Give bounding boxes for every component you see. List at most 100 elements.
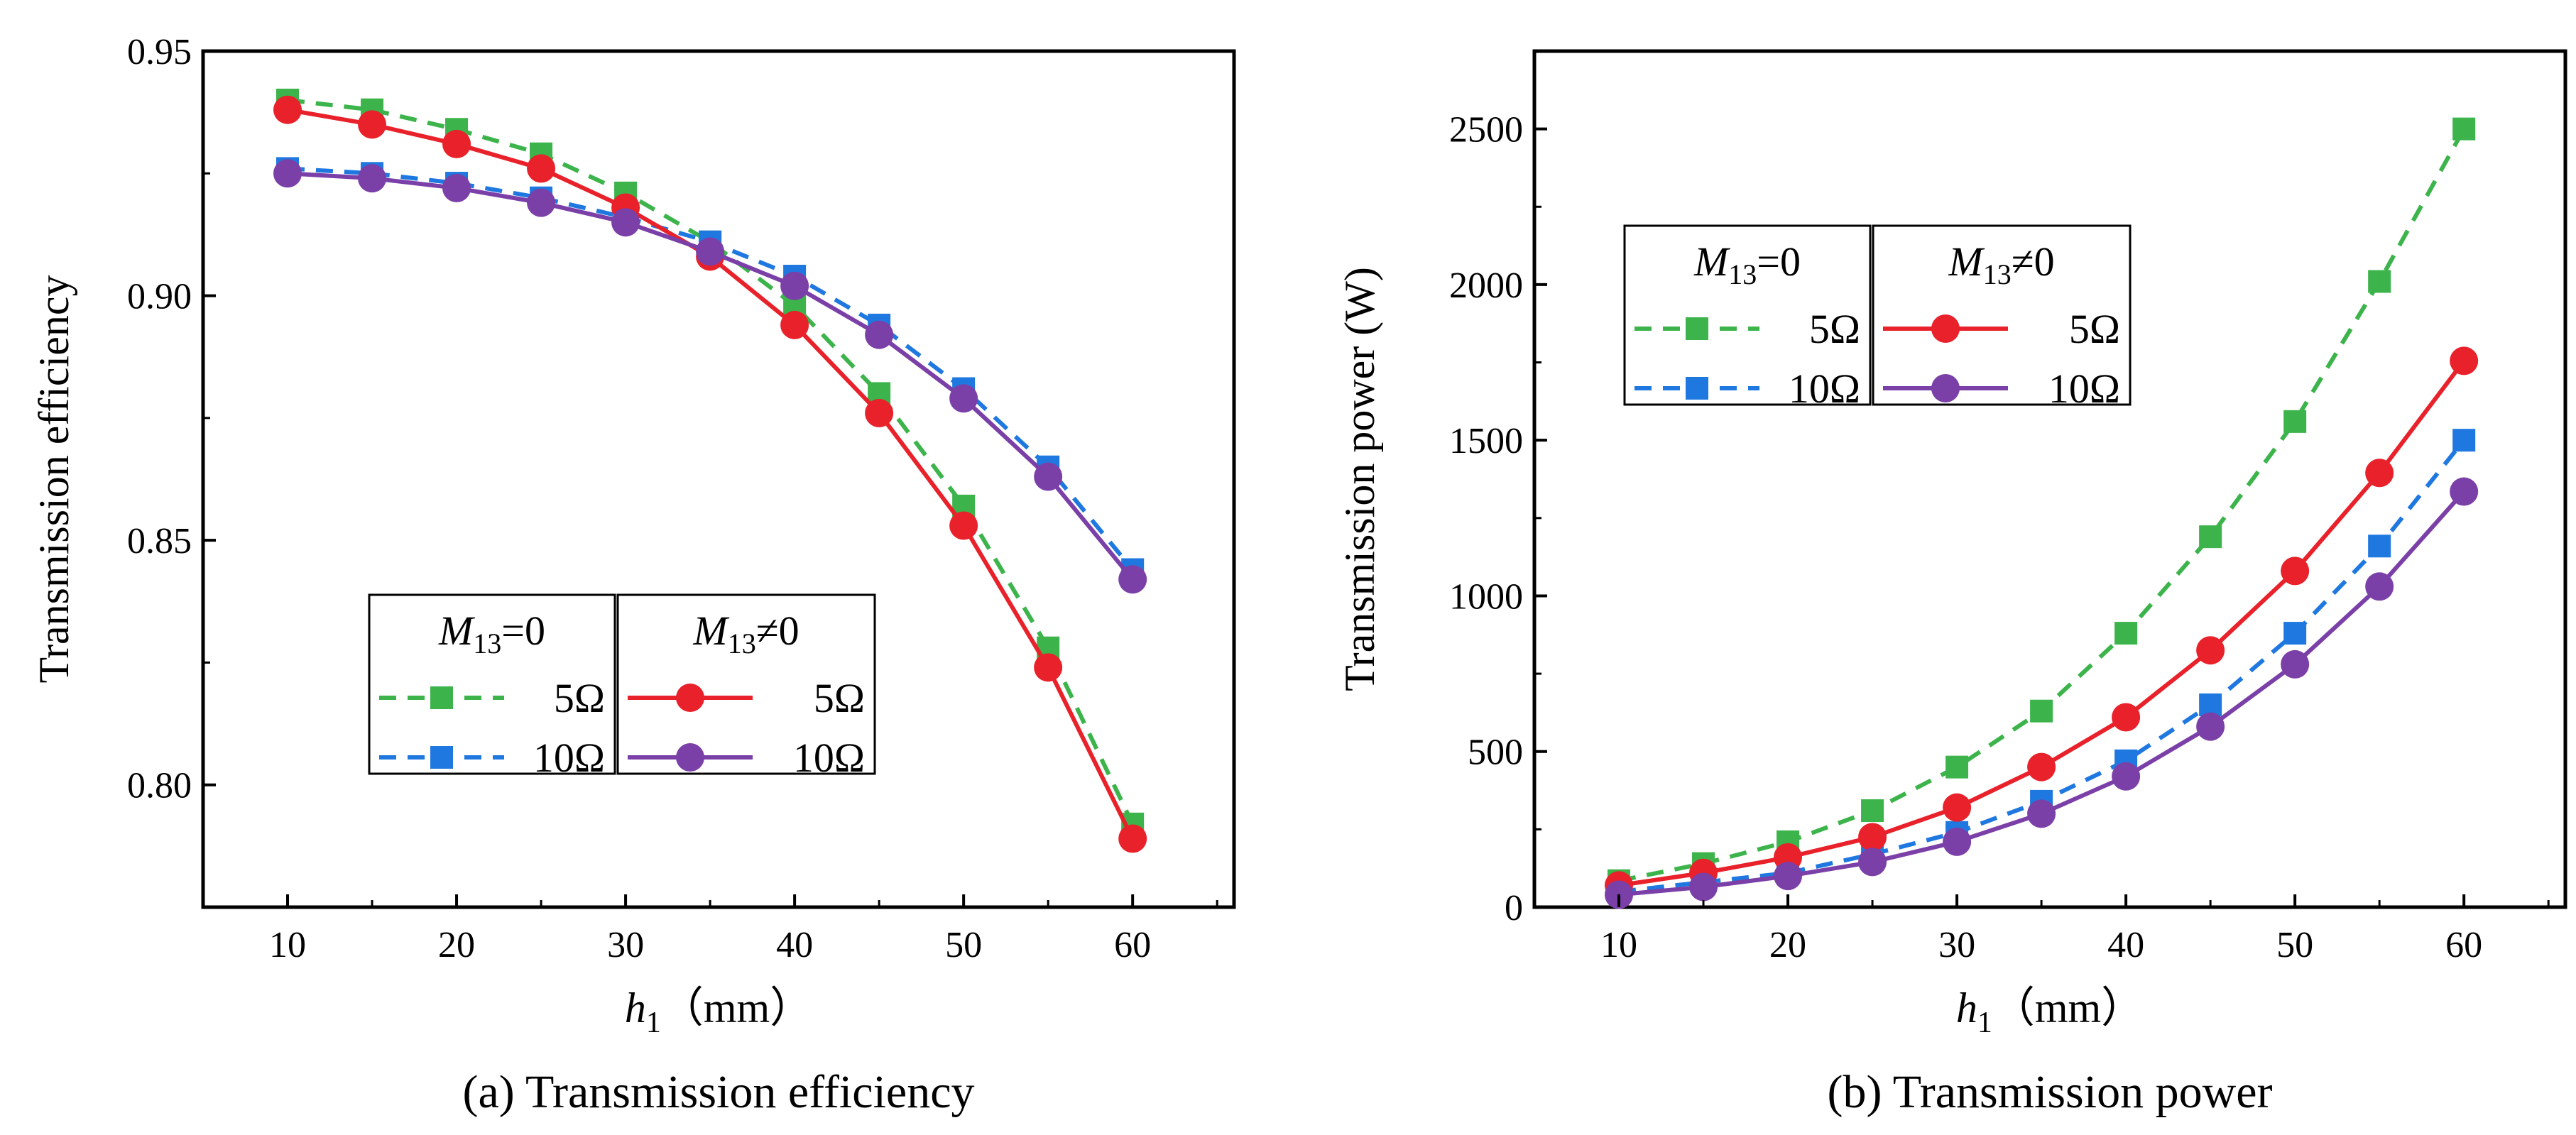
x-tick-label: 30 — [1938, 925, 1975, 965]
legend-entry: 10Ω — [628, 735, 865, 781]
series-3 — [1605, 346, 2479, 900]
data-point — [2196, 712, 2225, 741]
x-tick-label: 50 — [945, 925, 982, 965]
legend-label: 5Ω — [2069, 306, 2120, 352]
plot-frame — [201, 49, 1236, 909]
legend-label: 10Ω — [793, 735, 865, 781]
data-point — [2368, 534, 2391, 558]
data-point — [949, 511, 978, 540]
legend-marker — [676, 684, 704, 712]
x-tick-label: 40 — [776, 925, 813, 965]
x-tick-label: 50 — [2276, 925, 2313, 965]
series-2 — [1608, 429, 2476, 904]
legend-label: 5Ω — [814, 675, 865, 721]
y-tick-label: 2500 — [1449, 110, 1523, 150]
data-point — [865, 320, 894, 349]
data-point — [2452, 429, 2476, 452]
x-axis-title: h1（mm） — [1956, 985, 2144, 1039]
legend-marker — [1686, 317, 1708, 340]
data-point — [2283, 622, 2307, 645]
data-point — [2027, 752, 2056, 782]
legend-marker — [1931, 314, 1960, 343]
x-axis-title: h1（mm） — [625, 985, 812, 1039]
data-point — [527, 188, 556, 217]
data-point — [1861, 799, 1884, 823]
panel-caption: (b) Transmission power — [1827, 1066, 2272, 1118]
series-line — [1618, 490, 2466, 897]
data-point — [527, 154, 556, 183]
data-point — [1034, 653, 1063, 682]
data-point — [2112, 762, 2141, 791]
data-point — [780, 271, 809, 300]
legend-group: M13≠0 5Ω 10Ω — [616, 593, 876, 781]
legend-marker — [1686, 377, 1708, 400]
y-tick-label: 0.85 — [127, 521, 192, 561]
data-point — [2199, 525, 2222, 549]
data-point — [1689, 872, 1718, 901]
legend-box — [616, 593, 876, 775]
x-tick-label: 20 — [1769, 925, 1806, 965]
legend-entry: 5Ω — [1883, 306, 2120, 352]
legend-box — [1872, 224, 2132, 406]
legend-label: 5Ω — [554, 675, 605, 721]
data-point — [696, 237, 725, 266]
legend-marker — [430, 686, 453, 709]
y-axis-title: Transmission efficiency — [31, 275, 77, 684]
legend-group: M13=05Ω 10Ω — [368, 593, 616, 781]
data-point — [273, 159, 302, 188]
legend-group: M13=05Ω 10Ω — [1623, 224, 1872, 412]
chart-panel-efficiency: 0.80 0.85 0.90 0.95 10 20 30 40 50 60 Transmissi… — [31, 32, 1236, 1118]
series-4 — [1605, 477, 2479, 909]
data-point — [1858, 848, 1887, 877]
data-point — [2112, 703, 2141, 732]
legend-entry: 10Ω — [1883, 366, 2120, 412]
chart-panel-power: 0 500 1000 1500 2000 2500 10 20 30 40 50 60 Transm… — [1336, 49, 2567, 1118]
data-point — [2450, 477, 2479, 506]
y-tick-label: 0.90 — [127, 277, 192, 317]
data-point — [2365, 459, 2394, 488]
data-point — [358, 164, 387, 193]
data-point — [2281, 556, 2310, 586]
data-point — [1945, 755, 1969, 779]
legend-label: 10Ω — [533, 735, 605, 781]
data-point — [1858, 823, 1887, 852]
legend-box — [1623, 224, 1872, 406]
y-tick-label: 1500 — [1449, 421, 1523, 461]
y-tick-label: 0 — [1505, 888, 1523, 928]
data-point — [2283, 410, 2307, 433]
x-tick-label: 10 — [1600, 925, 1637, 965]
panel-caption: (a) Transmission efficiency — [462, 1066, 974, 1118]
legend-label: 5Ω — [1809, 306, 1860, 352]
legend-group-title: M13=0 — [1693, 238, 1801, 290]
legend-box — [368, 593, 616, 775]
legend-entry: 5Ω — [379, 675, 605, 721]
x-tick-label: 10 — [269, 925, 306, 965]
legend-label: 10Ω — [2048, 366, 2120, 412]
data-point — [780, 310, 809, 339]
data-point — [949, 384, 978, 413]
plot-frame — [1532, 49, 2567, 909]
legend-marker — [1931, 374, 1960, 402]
y-tick-label: 1000 — [1449, 576, 1523, 617]
series-2 — [276, 157, 1145, 581]
y-axis-title: Transmission power (W) — [1336, 267, 1383, 691]
data-point — [2450, 346, 2479, 375]
data-point — [273, 95, 302, 124]
data-point — [2027, 799, 2056, 828]
data-point — [1118, 565, 1147, 594]
legend-group-title: M13=0 — [438, 608, 545, 659]
x-tick-label: 60 — [2445, 925, 2482, 965]
data-point — [1943, 827, 1972, 856]
legend-marker — [430, 746, 453, 769]
data-point — [442, 129, 471, 158]
data-point — [611, 208, 640, 237]
data-point — [865, 398, 894, 427]
data-point — [1774, 862, 1803, 891]
legend-entry: 10Ω — [1634, 366, 1860, 412]
legend-group: M13≠0 5Ω 10Ω — [1872, 224, 2132, 412]
y-tick-label: 2000 — [1449, 265, 1523, 306]
data-point — [442, 173, 471, 202]
